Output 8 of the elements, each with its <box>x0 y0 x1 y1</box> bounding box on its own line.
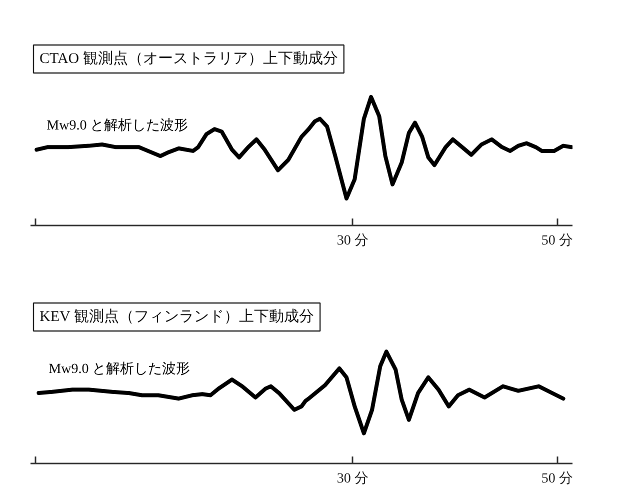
chart-title: KEV 観測点（フィンランド）上下動成分 <box>40 308 314 325</box>
x-tick-label: 50 分 <box>541 470 573 486</box>
series-label: Mw9.0 と解析した波形 <box>46 118 188 134</box>
chart-title: CTAO 観測点（オーストラリア）上下動成分 <box>40 50 338 67</box>
x-tick-label: 50 分 <box>541 232 573 248</box>
x-tick-label: 30 分 <box>336 232 368 248</box>
x-tick-label: 30 分 <box>336 470 368 486</box>
series-label: Mw9.0 と解析した波形 <box>48 361 190 378</box>
